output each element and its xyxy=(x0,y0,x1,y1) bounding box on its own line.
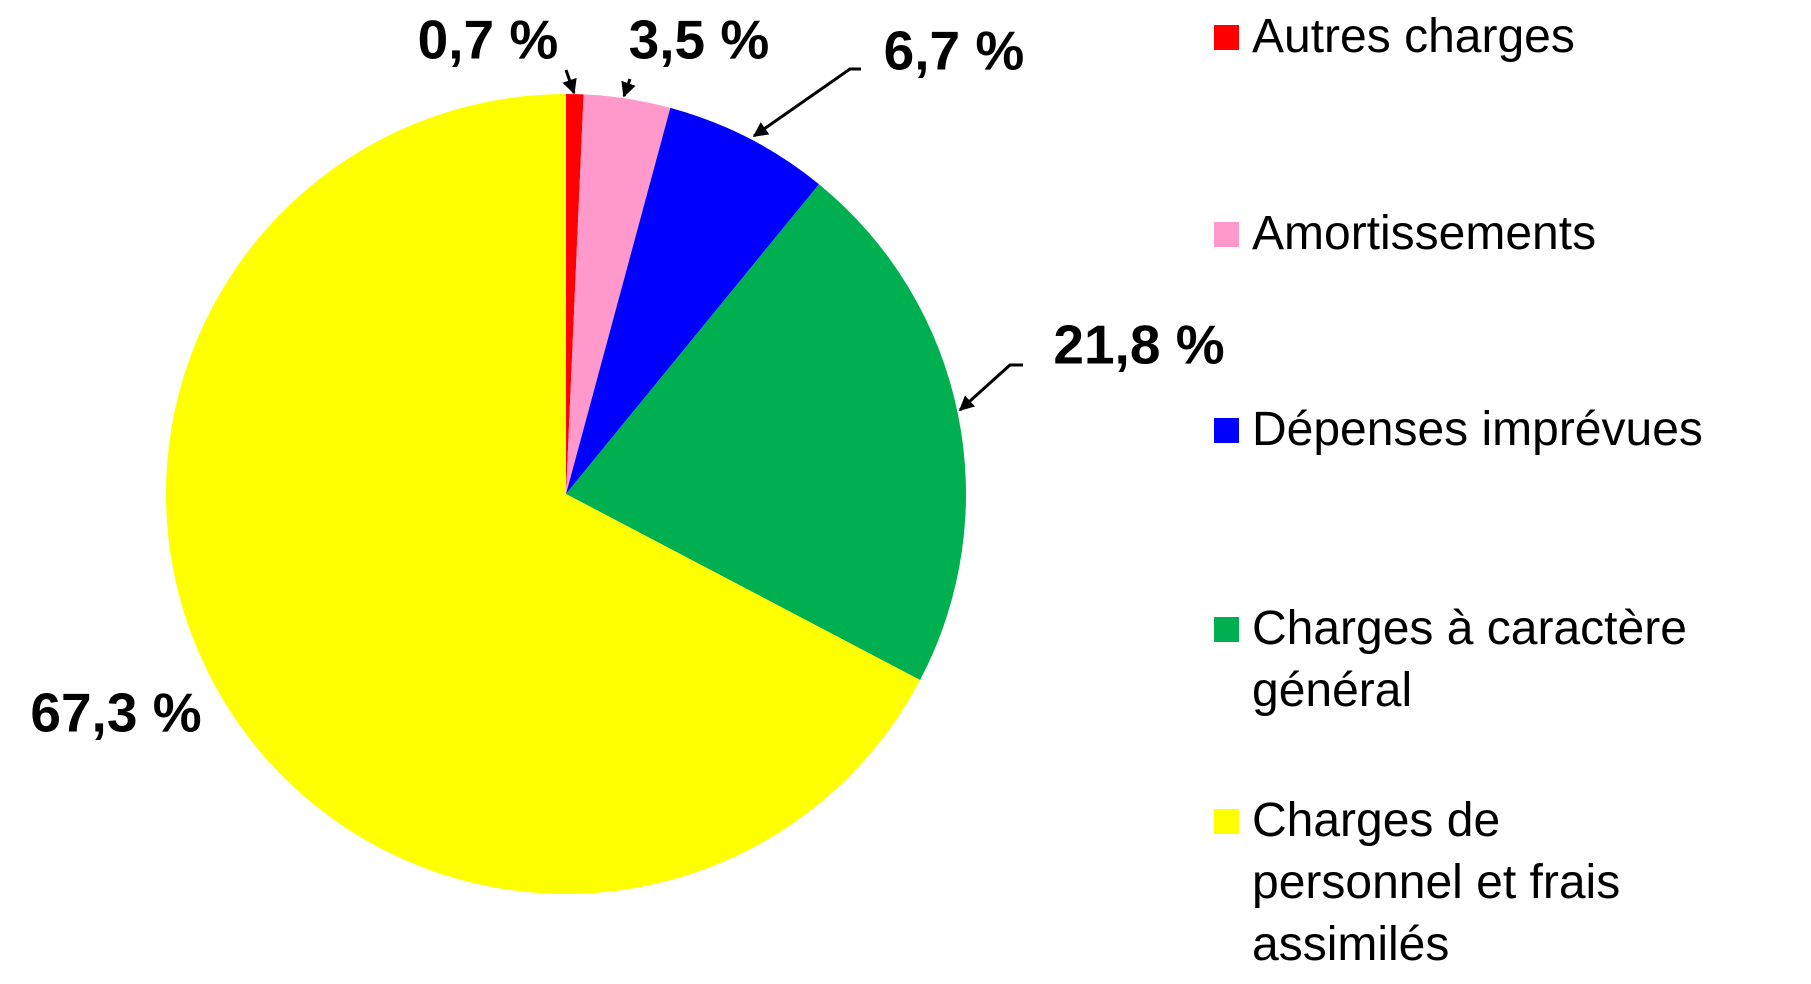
legend-entry: Charges de personnel et frais assimilés xyxy=(1214,790,1684,976)
legend-swatch xyxy=(1214,25,1239,50)
data-label: 67,3 % xyxy=(30,682,201,744)
legend-entry: Amortissements xyxy=(1214,203,1811,265)
legend-label: Autres charges xyxy=(1252,10,1575,63)
legend-swatch xyxy=(1214,809,1239,834)
leader-line xyxy=(958,363,1023,412)
pie-slice xyxy=(165,94,921,895)
data-label: 3,5 % xyxy=(629,9,770,71)
pie-slice xyxy=(566,94,584,494)
leader-lines xyxy=(562,67,1023,412)
data-labels: 0,7 % 3,5 % 6,7 % 21,8 % 67,3 % xyxy=(30,9,1224,744)
legend-label: Charges à caractère général xyxy=(1252,602,1687,717)
legend-entry: Autres charges xyxy=(1214,6,1811,68)
legend-label: Dépenses imprévues xyxy=(1252,403,1703,456)
leader-line xyxy=(562,69,577,95)
leader-line xyxy=(621,78,636,98)
pie-slice xyxy=(566,107,820,494)
data-label: 21,8 % xyxy=(1053,314,1224,376)
legend-entry: Dépenses imprévues xyxy=(1214,399,1811,461)
legend-swatch xyxy=(1214,418,1239,443)
legend-label: Amortissements xyxy=(1252,207,1597,260)
slices xyxy=(165,94,966,895)
leader-line xyxy=(752,67,861,138)
legend-swatch xyxy=(1214,222,1239,247)
legend-swatch xyxy=(1214,617,1239,642)
pie-slice xyxy=(566,184,966,681)
data-label: 6,7 % xyxy=(884,20,1025,82)
pie-slice xyxy=(566,94,671,494)
legend-entry: Charges à caractère général xyxy=(1214,598,1774,722)
legend-label: Charges de personnel et frais assimilés xyxy=(1252,794,1621,971)
data-label: 0,7 % xyxy=(418,9,559,71)
